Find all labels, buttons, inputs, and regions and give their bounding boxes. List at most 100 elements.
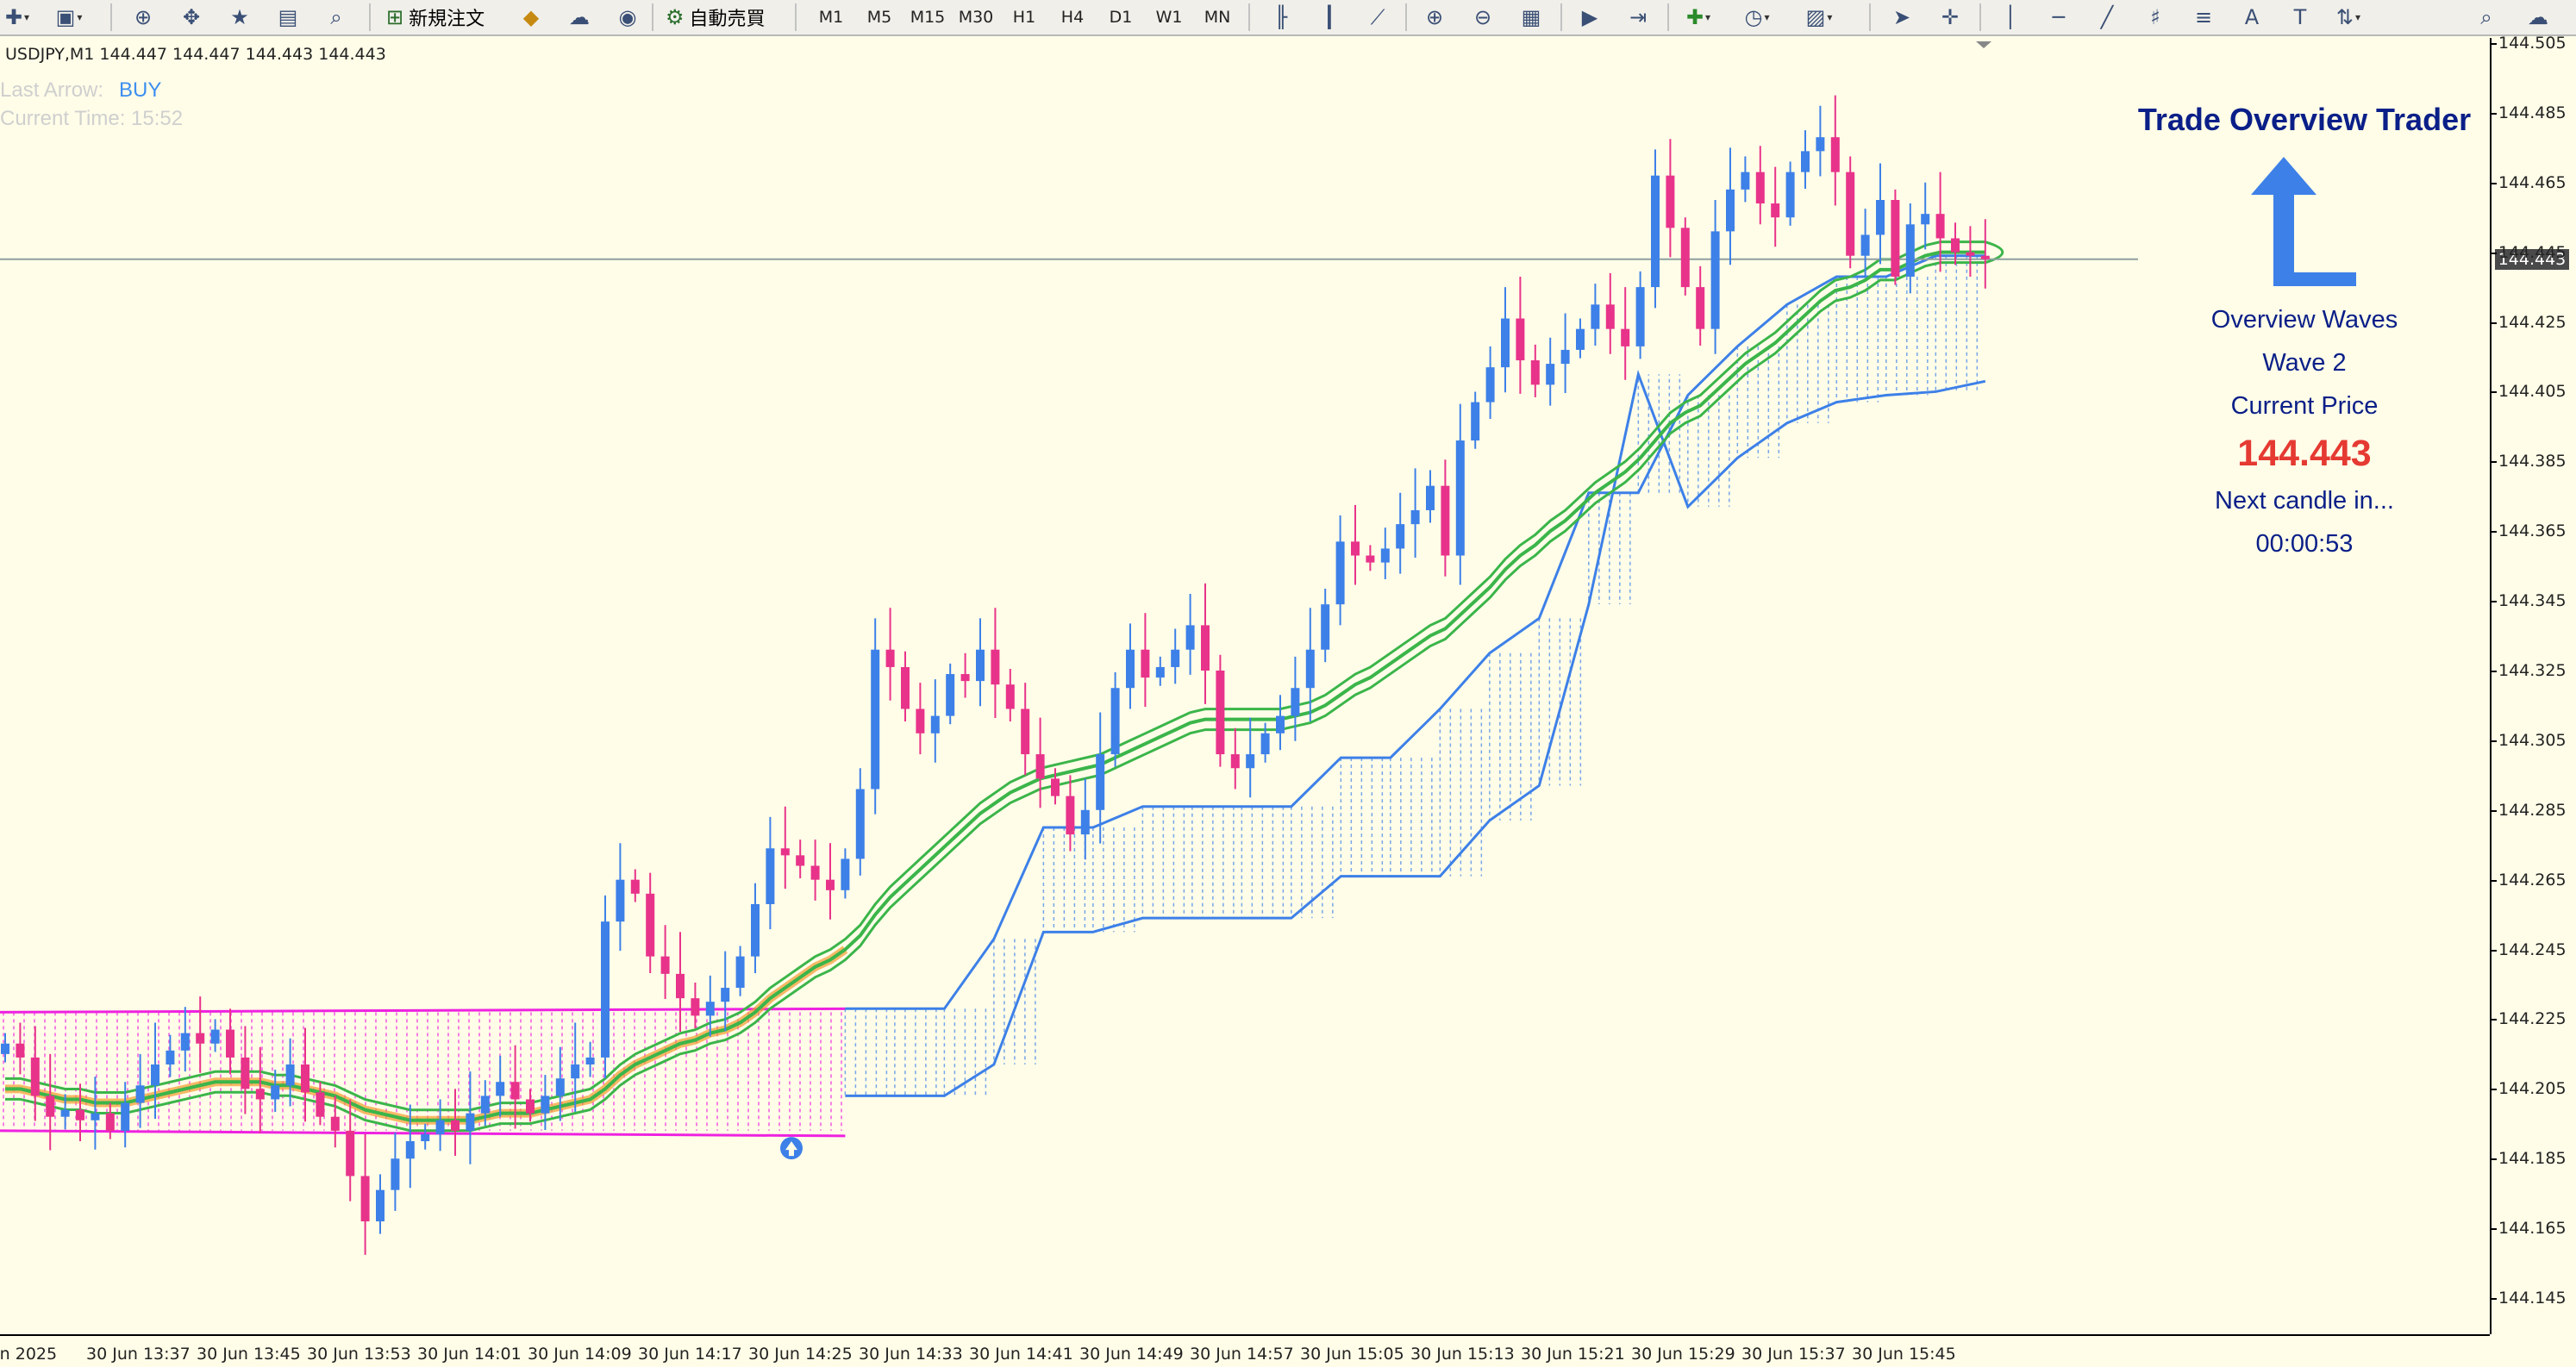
toolbar-separator	[1560, 3, 1562, 31]
orange-ma-line	[5, 946, 848, 1125]
candle-body	[976, 649, 985, 682]
auto-trading-button[interactable]: ⚙ 自動売買	[659, 3, 772, 32]
trendline-icon[interactable]: ╱	[2100, 5, 2114, 29]
candle-body	[1876, 200, 1885, 235]
price-chart	[0, 41, 2138, 1255]
text-label-icon[interactable]: T	[2293, 5, 2307, 29]
timeframe-d1[interactable]: D1	[1109, 8, 1133, 27]
price-tick	[2492, 391, 2497, 394]
favorites-icon[interactable]: ★	[230, 5, 249, 29]
panel-current-price: 144.443	[2237, 433, 2372, 474]
indicators-icon[interactable]: ✚ ▾	[1685, 5, 1711, 29]
candle-body	[271, 1085, 280, 1100]
chart-shift-icon[interactable]: ⇥	[1629, 5, 1648, 29]
auto-trading-label: 自動売買	[689, 9, 766, 30]
price-label: 144.225	[2498, 1009, 2567, 1029]
candle-body	[1591, 304, 1600, 329]
meta-editor-icon[interactable]: ◆	[522, 5, 540, 29]
candle-body	[1576, 328, 1585, 350]
timeframe-h4[interactable]: H4	[1060, 8, 1085, 27]
navigator-icon[interactable]: ✥	[182, 5, 201, 29]
zoom-in-icon[interactable]: ⊕	[1425, 5, 1444, 29]
signals-icon[interactable]: ◉	[618, 5, 637, 29]
search-icon[interactable]: ⌕	[2480, 5, 2492, 29]
timeframe-m30[interactable]: M30	[958, 8, 994, 27]
candle-body	[466, 1113, 475, 1131]
price-tick	[2492, 112, 2497, 115]
chart-area[interactable]	[0, 38, 2490, 1334]
timeframe-mn[interactable]: MN	[1204, 8, 1231, 27]
profiles-icon[interactable]: ▣ ▾	[55, 5, 83, 29]
timeframe-m5[interactable]: M5	[866, 8, 892, 27]
timeframe-m15[interactable]: M15	[910, 8, 946, 27]
timeframe-h1[interactable]: H1	[1012, 8, 1036, 27]
candle-body	[346, 1130, 355, 1177]
timeframe-w1[interactable]: W1	[1155, 8, 1183, 27]
templates-icon[interactable]: ▨ ▾	[1805, 5, 1833, 29]
candle-body	[1966, 252, 1975, 256]
crosshair-icon[interactable]: ✛	[1941, 5, 1960, 29]
time-label: 30 Jun 14:01	[417, 1345, 522, 1364]
candle-body	[780, 848, 790, 856]
green-ma-upper	[5, 240, 1985, 1112]
horizontal-line-icon[interactable]: ─	[2052, 5, 2066, 29]
cursor-icon[interactable]: ➤	[1892, 5, 1911, 29]
candle-body	[826, 879, 835, 890]
candle-body	[1005, 684, 1015, 709]
candle-body	[1651, 175, 1660, 288]
candle-body	[1396, 524, 1405, 549]
panel-countdown: 00:00:53	[2255, 530, 2354, 558]
zoom-out-icon[interactable]: ⊖	[1473, 5, 1492, 29]
chat-icon[interactable]: ☁	[2528, 5, 2548, 29]
candle-body	[1426, 485, 1435, 510]
candle-body	[1635, 287, 1645, 346]
price-tick	[2492, 461, 2497, 464]
vertical-line-icon[interactable]: │	[2004, 5, 2017, 29]
market-watch-icon[interactable]: ⊕	[134, 5, 153, 29]
channel-icon[interactable]: ≡	[2194, 5, 2213, 29]
toolbar-separator	[1869, 3, 1871, 31]
panel-current-price-label: Current Price	[2230, 392, 2379, 420]
candle-body	[1771, 203, 1780, 218]
text-icon[interactable]: A	[2244, 5, 2260, 29]
terminal-window-icon[interactable]: ☁	[569, 5, 590, 29]
price-label: 144.425	[2498, 312, 2567, 332]
price-tick	[2492, 321, 2497, 324]
bar-chart-icon[interactable]: ╟	[1274, 5, 1288, 29]
terminal-icon[interactable]: ▤	[278, 5, 298, 29]
candlestick-icon[interactable]: ┃	[1322, 5, 1336, 29]
time-label: 30 Jun 14:49	[1079, 1345, 1184, 1364]
line-chart-icon[interactable]: ⟋	[1370, 5, 1385, 29]
candle-body	[991, 649, 1000, 685]
candle-body	[166, 1050, 175, 1065]
price-scale[interactable]: 144.443 144.505 144.485 144.465 144.445 144.…	[2490, 34, 2576, 1334]
arrows-icon[interactable]: ⇅ ▾	[2335, 5, 2361, 29]
price-label: 144.265	[2498, 870, 2567, 889]
time-label: 30 Jun 14:41	[969, 1345, 1073, 1364]
fibonacci-icon[interactable]: ♯	[2150, 5, 2160, 29]
candle-body	[435, 1120, 445, 1134]
price-label: 144.485	[2498, 103, 2567, 122]
periodicity-icon[interactable]: ◷ ▾	[1744, 5, 1770, 29]
candle-body	[1380, 548, 1390, 563]
candle-body	[1516, 318, 1525, 361]
candle-body	[526, 1099, 535, 1114]
new-order-button[interactable]: ⊞ 新規注文	[379, 3, 491, 32]
time-label: Jun 2025	[0, 1345, 58, 1364]
candle-body	[1755, 172, 1765, 204]
new-chart-icon[interactable]: ✚ ▾	[4, 5, 30, 29]
candle-body	[766, 848, 775, 904]
magenta-band-lower	[0, 1129, 846, 1138]
price-label: 144.465	[2498, 172, 2567, 192]
candle-body	[1291, 688, 1300, 716]
candle-body	[1441, 485, 1450, 556]
strategy-tester-icon[interactable]: ⌕	[330, 5, 342, 29]
time-label: 30 Jun 15:13	[1410, 1345, 1515, 1364]
autoscroll-icon[interactable]: ▶	[1581, 5, 1598, 29]
time-scale[interactable]: Jun 2025 30 Jun 13:37 30 Jun 13:45 30 Jun 1…	[0, 1334, 2490, 1367]
panel-waves-label: Overview Waves	[2210, 306, 2398, 334]
tile-windows-icon[interactable]: ▦	[1521, 5, 1541, 29]
timeframe-m1[interactable]: M1	[818, 8, 844, 27]
price-label: 144.305	[2498, 730, 2567, 750]
candle-body	[1741, 172, 1750, 190]
